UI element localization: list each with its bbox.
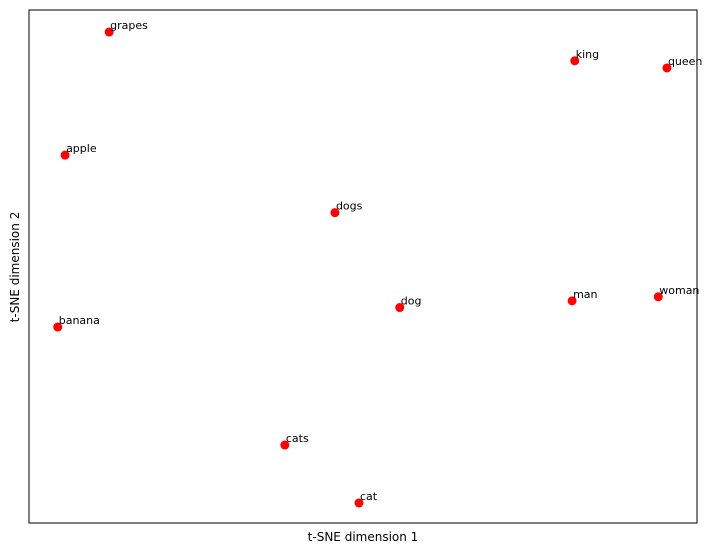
point-label: banana bbox=[59, 314, 100, 327]
point-label: man bbox=[573, 288, 597, 301]
x-axis-label: t-SNE dimension 1 bbox=[308, 530, 419, 544]
point bbox=[395, 303, 405, 313]
point-label: dog bbox=[401, 295, 422, 308]
point-label: dogs bbox=[336, 200, 363, 213]
point bbox=[567, 296, 577, 306]
point-label: apple bbox=[66, 142, 97, 155]
point bbox=[104, 27, 114, 37]
plot-frame bbox=[28, 9, 698, 524]
point bbox=[330, 208, 340, 218]
point bbox=[570, 56, 580, 66]
y-axis-label: t-SNE dimension 2 bbox=[8, 212, 22, 323]
point bbox=[662, 63, 672, 73]
point-label: cat bbox=[360, 490, 378, 503]
point-label: woman bbox=[659, 284, 699, 297]
point bbox=[354, 498, 364, 508]
point-label: cats bbox=[286, 432, 309, 445]
point-label: grapes bbox=[110, 19, 148, 32]
point bbox=[280, 440, 290, 450]
point-label: queen bbox=[668, 55, 702, 68]
point bbox=[653, 292, 663, 302]
point bbox=[60, 150, 70, 160]
point-label: king bbox=[576, 48, 599, 61]
point bbox=[53, 322, 63, 332]
